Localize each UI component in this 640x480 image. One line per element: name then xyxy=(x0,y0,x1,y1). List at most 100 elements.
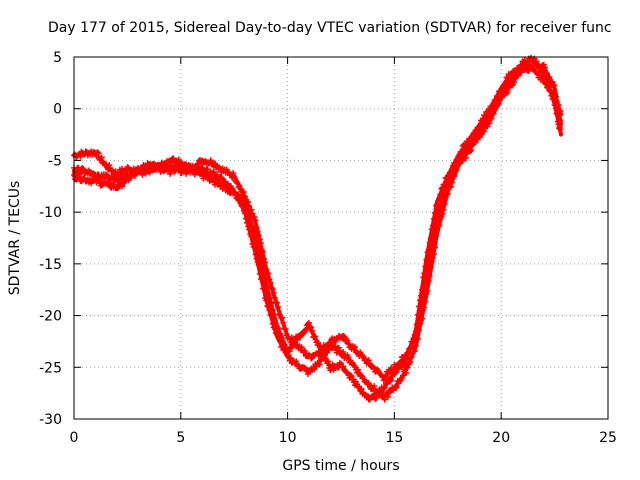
data-point xyxy=(451,173,458,180)
data-point xyxy=(431,209,438,216)
data-point xyxy=(93,153,100,160)
data-point xyxy=(549,78,556,85)
data-point xyxy=(252,232,259,239)
data-point xyxy=(347,372,354,379)
data-point xyxy=(365,380,372,387)
data-point xyxy=(472,139,479,146)
data-point xyxy=(414,311,421,318)
data-point xyxy=(220,181,227,188)
data-point xyxy=(210,168,217,175)
data-point xyxy=(548,89,555,96)
y-axis-label: SDTVAR / TECUs xyxy=(7,181,23,296)
data-point xyxy=(178,169,185,176)
data-point xyxy=(371,383,378,390)
y-tick-label: -10 xyxy=(39,205,62,221)
data-point xyxy=(230,170,237,177)
data-point xyxy=(101,175,108,182)
y-tick-label: -30 xyxy=(39,412,62,428)
data-point xyxy=(365,357,372,364)
data-point xyxy=(393,368,400,375)
x-axis-label: GPS time / hours xyxy=(282,458,399,474)
data-point xyxy=(94,149,101,156)
data-point xyxy=(302,327,309,334)
data-point xyxy=(393,384,400,391)
data-point xyxy=(410,335,417,342)
data-point xyxy=(79,165,86,172)
data-point xyxy=(301,347,308,354)
data-point xyxy=(492,97,499,104)
data-point xyxy=(274,303,281,310)
data-point xyxy=(557,126,564,133)
data-point xyxy=(433,233,440,240)
data-point xyxy=(288,334,295,341)
data-point xyxy=(409,339,416,346)
data-point xyxy=(272,298,279,305)
data-point xyxy=(291,342,298,349)
y-tick-label: 5 xyxy=(53,50,62,66)
data-point xyxy=(392,385,399,392)
grid xyxy=(74,57,608,419)
x-tick-label: 5 xyxy=(176,430,185,446)
data-point xyxy=(508,71,515,78)
data-point xyxy=(424,288,431,295)
data-point xyxy=(263,297,270,304)
data-point xyxy=(355,366,362,373)
data-point xyxy=(229,186,236,193)
y-tick-label: -25 xyxy=(39,360,62,376)
data-point xyxy=(302,365,309,372)
data-point xyxy=(345,354,352,361)
data-point xyxy=(308,324,315,331)
data-point xyxy=(240,189,247,196)
data-point xyxy=(411,331,418,338)
data-point xyxy=(267,279,274,286)
data-point xyxy=(169,162,176,169)
data-point xyxy=(223,184,230,191)
data-point xyxy=(373,395,380,402)
data-point xyxy=(423,256,430,263)
data-point xyxy=(490,110,497,117)
data-point xyxy=(205,173,212,180)
data-point xyxy=(459,158,466,165)
data-point xyxy=(260,269,267,276)
data-point xyxy=(248,206,255,213)
data-point xyxy=(351,363,358,370)
data-point xyxy=(139,171,146,178)
data-point xyxy=(265,291,272,298)
data-point xyxy=(404,364,411,371)
data-point xyxy=(77,170,84,177)
data-point xyxy=(532,59,539,66)
data-point xyxy=(557,117,564,124)
data-point xyxy=(124,170,131,177)
data-point xyxy=(321,351,328,358)
data-point xyxy=(258,262,265,269)
data-point xyxy=(316,361,323,368)
data-point xyxy=(544,70,551,77)
data-point xyxy=(224,168,231,175)
data-point xyxy=(440,181,447,188)
data-point xyxy=(286,348,293,355)
data-point xyxy=(270,311,277,318)
data-point xyxy=(138,167,145,174)
data-point xyxy=(494,93,501,100)
data-point xyxy=(437,191,444,198)
data-point xyxy=(273,299,280,306)
data-point xyxy=(278,334,285,341)
data-point xyxy=(465,139,472,146)
data-point xyxy=(434,227,441,234)
data-point xyxy=(546,74,553,81)
data-point xyxy=(255,246,262,253)
data-point xyxy=(428,258,435,265)
data-point xyxy=(429,222,436,229)
data-point xyxy=(525,67,532,74)
data-series xyxy=(71,54,564,403)
data-point xyxy=(204,166,211,173)
data-point xyxy=(335,344,342,351)
data-point xyxy=(281,341,288,348)
data-point xyxy=(358,385,365,392)
data-point xyxy=(489,102,496,109)
data-point xyxy=(427,264,434,271)
data-point xyxy=(371,364,378,371)
data-point xyxy=(473,127,480,134)
data-point xyxy=(481,128,488,135)
data-point xyxy=(313,363,320,370)
